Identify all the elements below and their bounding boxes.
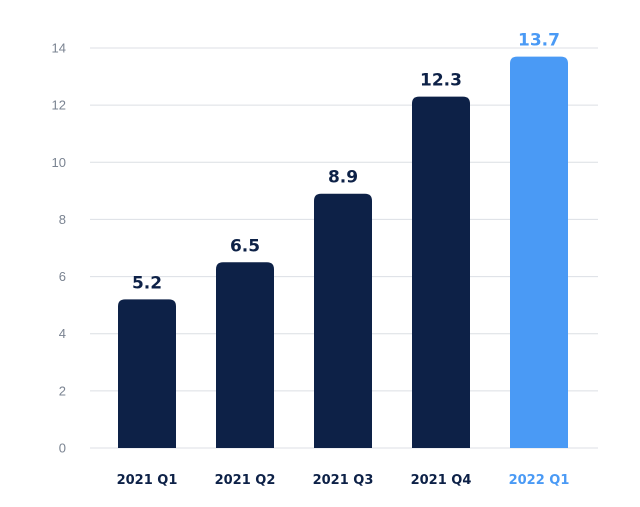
y-tick-label: 4 xyxy=(59,326,66,341)
data-label: 5.2 xyxy=(132,273,162,293)
bar xyxy=(314,193,372,448)
y-tick-label: 6 xyxy=(59,269,66,284)
x-axis: 2021 Q1 2021 Q2 2021 Q3 2021 Q4 2022 Q1 xyxy=(117,473,570,488)
bar xyxy=(118,299,176,448)
y-tick-label: 0 xyxy=(59,441,66,456)
y-tick-label: 10 xyxy=(52,155,66,170)
x-tick-label: 2021 Q3 xyxy=(313,473,374,488)
x-tick-label: 2021 Q2 xyxy=(215,473,276,488)
data-label: 13.7 xyxy=(518,31,560,51)
data-label: 6.5 xyxy=(230,236,260,256)
bar xyxy=(510,56,568,448)
y-tick-label: 8 xyxy=(59,212,66,227)
y-tick-label: 2 xyxy=(59,383,66,398)
x-tick-label: 2021 Q4 xyxy=(411,473,472,488)
bar xyxy=(412,96,470,449)
x-tick-label: 2022 Q1 xyxy=(509,473,570,488)
data-label: 8.9 xyxy=(328,168,358,188)
bar xyxy=(216,262,274,448)
y-tick-label: 12 xyxy=(52,98,66,113)
x-tick-label: 2021 Q1 xyxy=(117,473,178,488)
data-labels: 5.2 6.5 8.9 12.3 13.7 xyxy=(132,31,560,294)
y-axis: 0 2 4 6 8 10 12 14 xyxy=(52,41,66,456)
data-label: 12.3 xyxy=(420,71,462,91)
y-tick-label: 14 xyxy=(52,41,66,56)
bars xyxy=(118,56,568,449)
